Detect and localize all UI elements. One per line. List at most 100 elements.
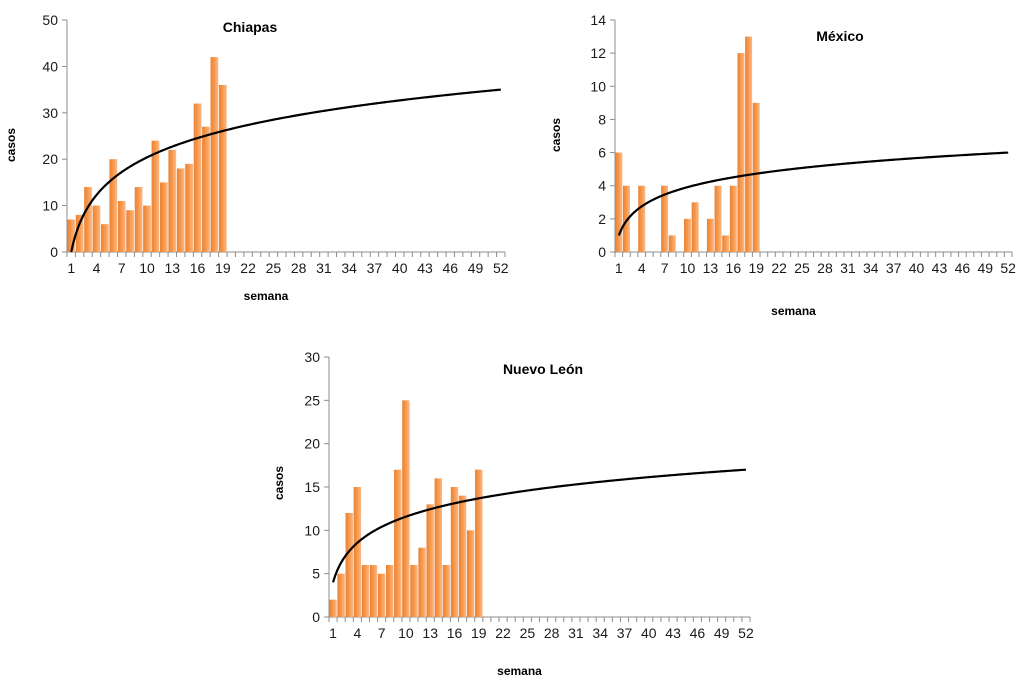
- x-tick-label: 43: [932, 260, 948, 276]
- x-tick-label: 19: [748, 260, 764, 276]
- x-tick-label: 25: [266, 260, 282, 276]
- x-tick-label: 52: [1000, 260, 1016, 276]
- x-tick-label: 43: [665, 625, 681, 641]
- bar: [369, 565, 378, 617]
- bar: [193, 103, 202, 253]
- x-tick-label: 25: [520, 625, 536, 641]
- bar: [117, 200, 126, 252]
- x-tick-label: 22: [240, 260, 256, 276]
- y-tick-label: 15: [304, 479, 320, 495]
- chart-svg: 0 5 10 15 20 25 30 1 4 7 10 13 16 19 22 25 28 31 34 37 40 43 4…: [272, 349, 754, 678]
- bar: [218, 84, 227, 253]
- x-tick-label: 10: [680, 260, 696, 276]
- x-tick-label: 16: [190, 260, 206, 276]
- chart-mexico: 0 2 4 6 8 10 12 14 1 4 7 10 13 16 19 22 25 28 31 34 37 40 43 46…: [530, 0, 1026, 320]
- bar: [706, 218, 714, 252]
- bar: [691, 202, 699, 252]
- chart-title: Chiapas: [223, 19, 278, 35]
- bar: [176, 168, 185, 252]
- x-tick-label: 31: [568, 625, 584, 641]
- bar: [329, 599, 337, 617]
- y-tick-label: 14: [590, 12, 606, 28]
- bar: [402, 400, 410, 617]
- y-tick-label: 0: [598, 244, 606, 260]
- bar: [151, 140, 160, 252]
- y-tick-label: 25: [304, 392, 320, 408]
- x-tick-label: 13: [703, 260, 719, 276]
- y-tick-label: 30: [304, 349, 320, 365]
- x-tick-label: 31: [840, 260, 856, 276]
- x-tick-label: 52: [738, 625, 754, 641]
- x-tick-label: 25: [794, 260, 810, 276]
- chart-title: Nuevo León: [503, 361, 583, 377]
- y-tick-label: 0: [312, 609, 320, 625]
- x-tick-label: 7: [378, 625, 386, 641]
- bar: [337, 573, 345, 617]
- bar: [185, 163, 194, 252]
- x-tick-label: 10: [398, 625, 414, 641]
- bar: [745, 36, 753, 253]
- y-axis-label: casos: [272, 466, 286, 500]
- bar: [75, 214, 84, 252]
- x-axis-label: semana: [244, 289, 289, 303]
- bar: [737, 53, 745, 253]
- bar: [466, 530, 475, 617]
- x-tick-label: 37: [367, 260, 383, 276]
- x-tick-label: 49: [714, 625, 730, 641]
- bar: [361, 565, 370, 617]
- x-axis-label: semana: [497, 664, 542, 678]
- bar: [126, 210, 135, 252]
- bar: [134, 187, 143, 252]
- x-tick-label: 49: [468, 260, 484, 276]
- y-tick-label: 20: [42, 151, 58, 167]
- bar: [434, 478, 443, 617]
- x-tick-label: 4: [93, 260, 101, 276]
- y-axis-label: casos: [549, 118, 563, 152]
- x-tick-label: 28: [291, 260, 307, 276]
- x-tick-label: 46: [442, 260, 458, 276]
- x-tick-label: 1: [329, 625, 337, 641]
- y-tick-label: 50: [42, 12, 58, 28]
- bar: [67, 219, 76, 252]
- y-tick-label: 5: [312, 566, 320, 582]
- bar: [394, 469, 402, 617]
- bar: [210, 57, 219, 253]
- y-tick-label: 10: [304, 522, 320, 538]
- x-tick-label: 16: [726, 260, 742, 276]
- x-tick-label: 52: [493, 260, 509, 276]
- x-tick-label: 28: [544, 625, 560, 641]
- x-tick-label: 40: [641, 625, 657, 641]
- x-tick-label: 40: [909, 260, 925, 276]
- x-tick-label: 46: [955, 260, 971, 276]
- y-tick-label: 12: [590, 45, 606, 61]
- x-tick-label: 28: [817, 260, 833, 276]
- x-tick-label: 37: [886, 260, 902, 276]
- x-tick-label: 4: [638, 260, 646, 276]
- bar: [92, 205, 101, 252]
- bar: [752, 102, 760, 252]
- y-tick-label: 40: [42, 58, 58, 74]
- bar: [661, 185, 669, 252]
- bar: [84, 187, 92, 252]
- bar: [418, 547, 426, 617]
- x-tick-label: 46: [690, 625, 706, 641]
- bar: [668, 235, 676, 252]
- y-tick-label: 30: [42, 105, 58, 121]
- x-tick-label: 13: [422, 625, 438, 641]
- y-tick-label: 8: [598, 111, 606, 127]
- x-tick-label: 40: [392, 260, 408, 276]
- bar: [410, 565, 418, 617]
- bar: [622, 185, 630, 252]
- bar: [377, 573, 386, 617]
- x-tick-label: 22: [495, 625, 511, 641]
- chart-svg: 0 10 20 30 40 50 1 4 7 10 13 16 19 22 25 28 31 34 37 40 43 46…: [4, 12, 509, 303]
- bar: [714, 185, 722, 252]
- x-tick-label: 49: [977, 260, 993, 276]
- y-tick-label: 2: [598, 211, 606, 227]
- bar: [684, 218, 692, 252]
- x-tick-label: 34: [341, 260, 357, 276]
- bar: [722, 235, 730, 252]
- bar: [426, 504, 434, 617]
- trendline: [332, 468, 747, 583]
